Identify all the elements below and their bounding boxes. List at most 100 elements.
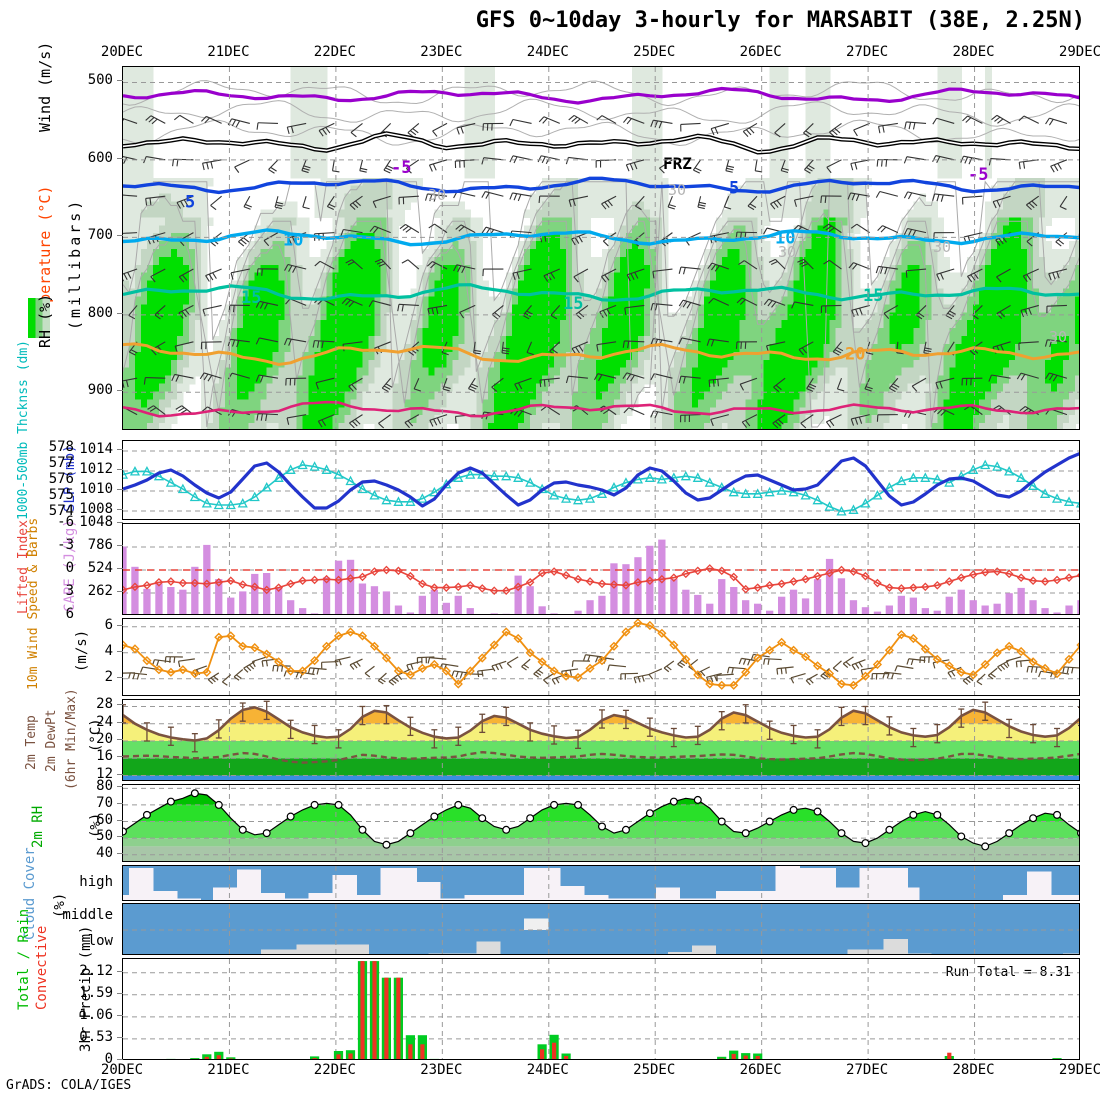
isotherm-label: 10 [775,228,795,248]
rh-contour-label: 30 [1049,328,1067,346]
axis-tick [117,390,123,392]
axis-tick [117,568,123,569]
axis-tick-label: 500 [87,72,113,89]
axis-tick [117,992,123,994]
axis-tick-label: 574 [48,503,74,519]
date-label: 25DEC [633,44,676,60]
axis-tick-label: 50 [96,828,113,845]
axis-tick-label: 900 [87,382,113,399]
axis-tick [117,509,123,510]
plot-cldh [123,866,1079,900]
axis-tick [117,739,123,740]
axis-tick-label: 575 [48,487,74,503]
freezing-level-label: FRZ [663,154,692,173]
panel-cape-lifted[interactable] [122,523,1080,615]
axis-tick-label: 28 [96,696,113,713]
isotherm-label-m5: -5 [391,158,411,178]
date-label: 26DEC [739,44,782,60]
date-label: 21DEC [207,1062,250,1078]
isotherm-label: 15 [241,288,261,308]
axis-tick-label: 70 [96,794,113,811]
axis-tick-label: 524 [87,560,113,576]
label-2m-temp: 2m Temp [24,715,39,770]
axis-tick-label: 24 [96,713,113,730]
date-label: 20DEC [100,44,144,60]
label-2m-dewpt: 2m DewPt [44,709,59,772]
axis-tick [117,721,123,723]
plot-temp [123,700,1079,780]
axis-tick [117,545,123,546]
date-label: 22DEC [313,44,356,60]
axis-tick-label: 1.59 [79,984,113,1001]
axis-tick [117,489,123,490]
axis-tick-label: 6 [65,606,74,622]
axis-tick-label: 2 [104,668,113,685]
panel-upper-air[interactable]: -5 -5 FRZ 5 5 10 10 15 15 15 20 30 30 30 30 30 [122,66,1080,430]
isotherm-label: 20 [845,345,865,365]
axis-tick-label: 0 [65,560,74,576]
date-label: 28DEC [952,44,995,60]
cloud-row-label: low [87,933,113,949]
axis-tick-label: 800 [87,304,113,321]
date-label: 27DEC [846,1062,889,1078]
isotherm-label: 10 [283,230,303,250]
axis-tick-label: 12 [96,765,113,782]
axis-tick [117,469,123,470]
date-label: 26DEC [739,1062,782,1078]
panel-10m-wind[interactable] [122,618,1080,696]
date-label: 27DEC [846,44,889,60]
axis-tick [117,802,123,804]
label-pressure-units: (millibars) [66,197,84,330]
label-rh-upper: RH (%) [36,293,54,348]
axis-tick-label: 2.12 [79,962,113,979]
axis-tick-label: 600 [87,149,113,166]
panel-slp-thickness[interactable] [122,440,1080,520]
axis-tick-label: 700 [87,227,113,244]
axis-tick [117,1036,123,1038]
label-10m-wind: 10m Wind Speed & Barbs [26,517,41,690]
panel-cloud-high[interactable] [122,865,1080,901]
isotherm-label: 15 [563,294,583,314]
cloud-row-label: middle [62,907,113,923]
axis-tick [117,852,123,854]
axis-tick-label: 1014 [79,441,113,457]
panel-cloud-mid-low[interactable] [122,903,1080,955]
axis-tick-label: 0 [104,1051,113,1067]
axis-tick [117,591,123,592]
date-label: 23DEC [420,1062,463,1078]
axis-tick-label: 1048 [79,514,113,530]
axis-tick-label: 20 [96,731,113,747]
rh-contour-label: 30 [668,181,686,199]
plot-slp [123,441,1079,519]
axis-tick-label: 1.06 [79,1006,113,1023]
axis-tick [117,522,123,523]
rh-contour-label: 30 [428,186,446,204]
axis-tick-label: 3 [65,583,74,599]
date-label: 29DEC [1058,1062,1100,1078]
axis-tick [117,786,123,788]
axis-tick-label: 60 [96,811,113,828]
axis-tick-label: 1010 [79,481,113,497]
label-2m-rh: 2m RH [30,805,46,848]
panel-2m-rh[interactable] [122,784,1080,862]
plot-upper: -5 -5 FRZ 5 5 10 10 15 15 15 20 30 30 30 30 30 [123,67,1079,429]
isotherm-label-m5: -5 [968,165,988,185]
axis-tick [117,312,123,314]
axis-tick [117,80,123,82]
axis-tick-label: 1008 [79,501,113,517]
panel-2m-temp[interactable] [122,699,1080,781]
date-label: 24DEC [526,1062,569,1078]
panel-precip[interactable]: Run Total = 8.31 [122,958,1080,1060]
axis-tick [117,704,123,706]
axis-tick [117,235,123,237]
isotherm-label: 5 [185,192,195,212]
axis-tick-label: 0.53 [79,1028,113,1045]
axis-tick [117,819,123,821]
axis-tick [117,970,123,972]
label-10m-wind-units: (m/s) [74,629,90,672]
plot-cape [123,524,1079,614]
rh-contour-label: 30 [933,238,951,256]
date-label: 28DEC [952,1062,995,1078]
axis-tick-label: 6 [104,616,113,633]
axis-tick [117,1014,123,1016]
